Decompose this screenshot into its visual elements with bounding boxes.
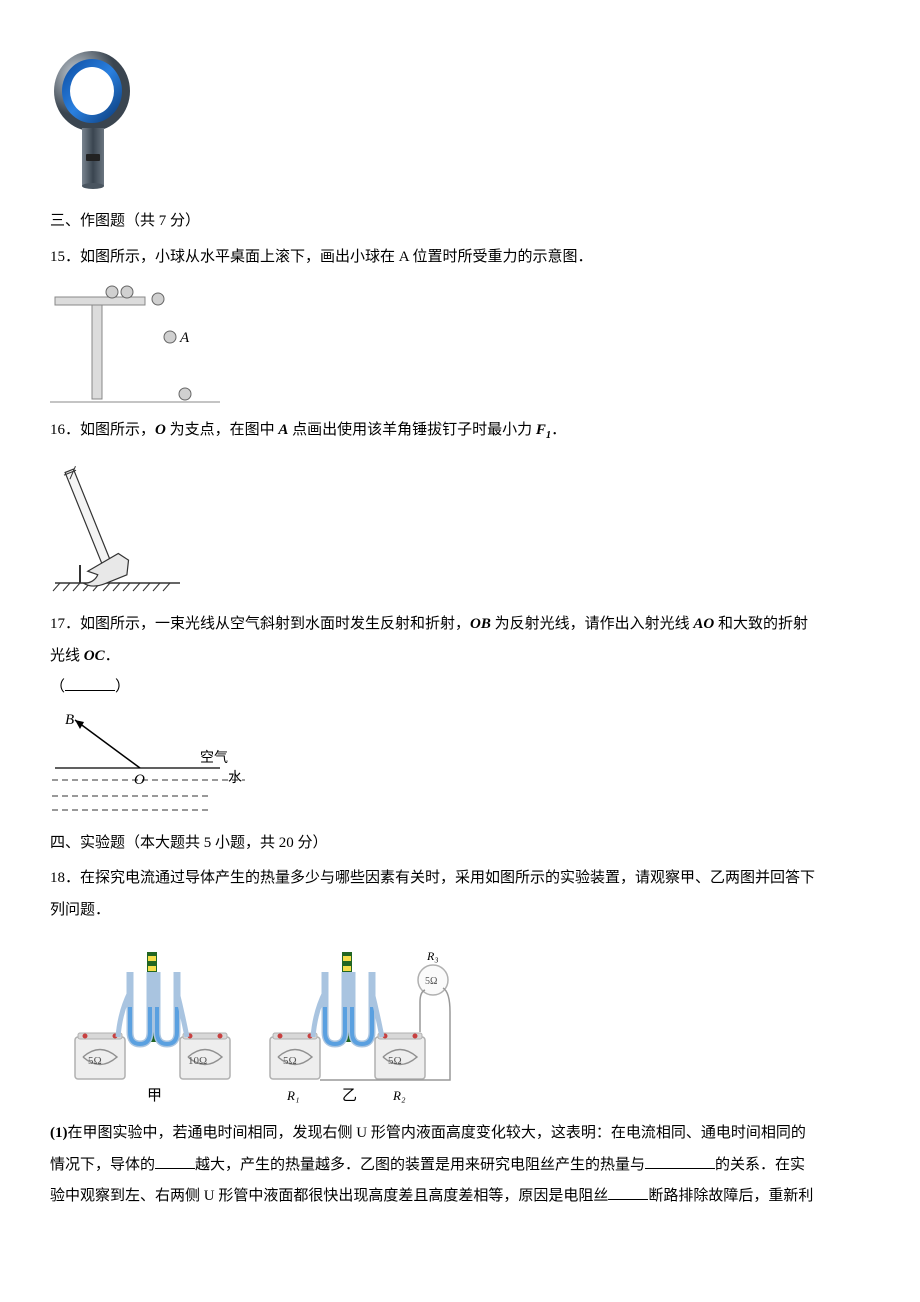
svg-text:O: O [134, 772, 145, 788]
q17-prefix: 17．如图所示，一束光线从空气斜射到水面时发生反射和折射， [50, 616, 470, 632]
q17-OB: OB [470, 616, 491, 632]
q18-ans-prefix: (1) [50, 1125, 68, 1141]
svg-text:5Ω: 5Ω [283, 1055, 297, 1067]
q16-F1: F [536, 422, 546, 438]
svg-text:R₂: R₂ [392, 1088, 406, 1103]
q16-mid1: 为支点，在图中 [166, 422, 279, 438]
q16-suffix: ． [551, 422, 566, 438]
q17-AO: AO [693, 616, 714, 632]
q17-mid2: 和大致的折射 [714, 616, 808, 632]
svg-text:B: B [65, 712, 74, 728]
svg-text:10Ω: 10Ω [188, 1055, 207, 1067]
q18-l3b: 断路排除故障后，重新利 [648, 1188, 813, 1204]
q17-text-l2: 光线 OC． [50, 641, 870, 673]
q16-figure [50, 453, 870, 603]
q18-figure: 5Ω 10Ω 甲 5Ω 5Ω [50, 932, 870, 1112]
question-16: 16．如图所示，O 为支点，在图中 A 点画出使用该羊角锤拔钉子时最小力 F1． [50, 415, 870, 603]
q18-line2: 列问题． [50, 895, 870, 927]
question-17: 17．如图所示，一束光线从空气斜射到水面时发生反射和折射，OB 为反射光线，请作… [50, 609, 870, 820]
q18-l2b: 越大，产生的热量越多．乙图的装置是用来研究电阻丝产生的热量与 [195, 1157, 645, 1173]
q17-mid1: 为反射光线，请作出入射光线 [491, 616, 694, 632]
svg-text:甲: 甲 [147, 1088, 162, 1104]
svg-text:5Ω: 5Ω [88, 1055, 102, 1067]
question-15: 15．如图所示，小球从水平桌面上滚下，画出小球在 A 位置时所受重力的示意图． … [50, 242, 870, 410]
q18-l3a: 验中观察到左、右两侧 U 形管中液面都很快出现高度差且高度差相等，原因是电阻丝 [50, 1188, 608, 1204]
q17-text: 17．如图所示，一束光线从空气斜射到水面时发生反射和折射，OB 为反射光线，请作… [50, 609, 870, 641]
svg-text:R₁: R₁ [286, 1088, 299, 1103]
svg-text:5Ω: 5Ω [388, 1055, 402, 1067]
q17-l2p: 光线 [50, 648, 84, 664]
svg-text:A: A [179, 330, 190, 346]
svg-text:空气: 空气 [200, 750, 228, 766]
svg-text:R₃: R₃ [426, 949, 439, 963]
q15-text: 15．如图所示，小球从水平桌面上滚下，画出小球在 A 位置时所受重力的示意图． [50, 242, 870, 274]
blank-3 [608, 1185, 648, 1200]
q14-fan-figure [50, 46, 870, 196]
q17-pc: ） [115, 679, 130, 695]
q18-ans-l2: 情况下，导体的 越大，产生的热量越多．乙图的装置是用来研究电阻丝产生的热量与 的关系… [50, 1150, 870, 1182]
q17-figure: B O 空气 水 [50, 710, 870, 820]
q17-answer-paren: （） [50, 672, 870, 704]
q17-l2s: ． [105, 648, 120, 664]
q18-ans-l1: 在甲图实验中，若通电时间相同，发现右侧 U 形管内液面高度变化较大，这表明：在电… [68, 1125, 806, 1141]
blank-2 [645, 1154, 715, 1169]
q18-line1: 18．在探究电流通过导体产生的热量多少与哪些因素有关时，采用如图所示的实验装置，… [50, 863, 870, 895]
q16-prefix: 16．如图所示， [50, 422, 155, 438]
q18-ans-l3: 验中观察到左、右两侧 U 形管中液面都很快出现高度差且高度差相等，原因是电阻丝 断… [50, 1181, 870, 1213]
q16-O: O [155, 422, 166, 438]
svg-text:5Ω: 5Ω [425, 976, 437, 987]
svg-text:乙: 乙 [342, 1088, 357, 1104]
question-18: 18．在探究电流通过导体产生的热量多少与哪些因素有关时，采用如图所示的实验装置，… [50, 863, 870, 1213]
q16-text: 16．如图所示，O 为支点，在图中 A 点画出使用该羊角锤拔钉子时最小力 F1． [50, 415, 870, 447]
q17-po: （ [50, 679, 65, 695]
q16-A: A [278, 422, 288, 438]
q17-OC: OC [84, 648, 105, 664]
q18-ans-block: (1)在甲图实验中，若通电时间相同，发现右侧 U 形管内液面高度变化较大，这表明… [50, 1118, 870, 1150]
q18-l2c: 的关系．在实 [715, 1157, 805, 1173]
section-3-heading: 三、作图题（共 7 分） [50, 206, 870, 238]
blank-1 [155, 1154, 195, 1169]
section-4-heading: 四、实验题（本大题共 5 小题，共 20 分） [50, 828, 870, 860]
q15-figure: A [50, 279, 870, 409]
q16-mid2: 点画出使用该羊角锤拔钉子时最小力 [288, 422, 536, 438]
svg-text:水: 水 [228, 770, 242, 786]
q18-l2a: 情况下，导体的 [50, 1157, 155, 1173]
